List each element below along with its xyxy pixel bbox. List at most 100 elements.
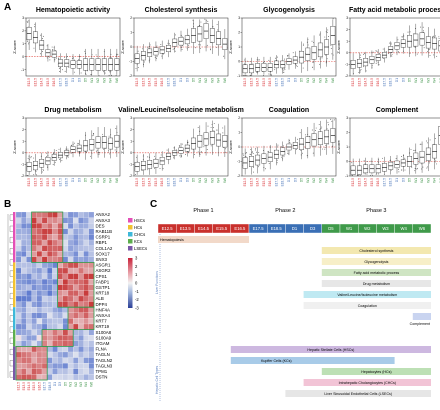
data-point [250,74,252,76]
data-point [30,157,32,159]
heatmap-cell [36,217,43,224]
heatmap-cell [15,374,22,381]
data-point [289,141,291,143]
heatmap-cell [47,211,53,218]
timeline-segment-label: D5 [328,226,334,231]
heatmap-cell [21,374,27,381]
heatmap-cell [52,323,58,330]
x-tick-label: E15.5 [262,178,266,187]
data-point [327,143,329,145]
heatmap-cell [88,368,95,375]
heatmap-cell [57,295,63,302]
data-point [299,132,301,134]
legend-label: HCs [134,225,142,230]
heatmap-cell [78,318,84,325]
x-tick-label: E14.5 [256,78,260,87]
data-point [179,155,181,157]
timeline-segment-label: E16.5 [234,226,246,231]
heatmap-cell [21,251,27,257]
heatmap-cell [57,335,63,341]
heatmap-x-label: W2 [74,382,78,387]
data-point [108,74,110,76]
heatmap-cell [31,239,37,246]
heatmap-cell [57,357,63,364]
dendrogram-branch [9,349,13,355]
data-point [324,36,326,38]
data-point [413,46,415,48]
gene-label: ALB [96,296,104,301]
data-point [263,61,264,63]
heatmap-cell [88,290,95,297]
x-tick-label: E13.5 [141,78,145,87]
data-point [397,39,399,41]
data-point [422,166,424,168]
data-point [435,35,436,37]
color-scale-label: -2 [135,297,139,302]
heatmap-cell [36,262,43,269]
gene-label: ASGR1 [96,263,111,268]
x-tick-label: D5 [408,178,412,182]
heatmap-cell [52,234,58,241]
data-point [244,63,246,65]
heatmap-cell [21,363,27,369]
data-point [26,174,28,176]
data-point [187,151,189,153]
heatmap-cell [41,284,48,291]
heatmap-cell [62,351,69,358]
data-point [154,155,156,157]
data-point [27,22,29,24]
heatmap-cell [67,363,74,369]
heatmap-cell [73,301,79,308]
data-point [434,138,436,139]
data-point [147,46,149,48]
data-point [276,56,278,58]
heatmap-cell [15,295,22,302]
data-point [222,132,224,134]
heatmap-cell [78,228,84,235]
heatmap-cell [26,363,32,369]
heatmap-cell [88,340,95,347]
heatmap-cell [26,284,32,291]
data-point [253,171,254,173]
x-tick-label: W4 [433,178,437,183]
heatmap-cell [62,329,69,336]
data-point [222,147,224,149]
data-point [327,121,329,123]
data-point [364,163,366,165]
data-point [363,160,365,162]
heatmap-cell [26,262,32,269]
data-point [302,67,304,69]
heatmap-cell [83,374,89,381]
boxplot-title: Hematopoietic activity [36,7,110,14]
heatmap-cell [31,312,37,319]
heatmap-cell [62,273,69,280]
data-point [434,161,436,163]
heatmap-cell [47,256,53,263]
heatmap-cell [31,262,37,269]
heatmap-cell [52,256,58,263]
heatmap-cell [62,318,69,325]
data-point [156,45,158,47]
gene-label: S100A9 [96,335,112,340]
dendrogram-branch [9,337,13,344]
heatmap-x-label: D1 [53,382,57,386]
heatmap-cell [57,323,63,330]
heatmap-cell [52,245,58,252]
heatmap-cell [57,290,63,297]
data-point [331,120,333,122]
heatmap-cell [78,262,84,269]
heatmap-cell [31,340,37,347]
heatmap-cell [88,351,95,358]
x-tick-label: W4 [109,78,113,83]
x-tick-label: W1 [90,178,94,183]
heatmap-cell [52,318,58,325]
heatmap-cell [36,374,43,381]
heatmap-cell [36,239,43,246]
x-tick-label: E16.5 [160,178,164,187]
heatmap-cell [21,357,27,364]
function-bar [303,302,431,309]
dendrogram-branch [9,248,13,255]
data-point [252,153,254,154]
gene-label: FABP1 [96,279,110,284]
heatmap-cell [47,301,53,308]
